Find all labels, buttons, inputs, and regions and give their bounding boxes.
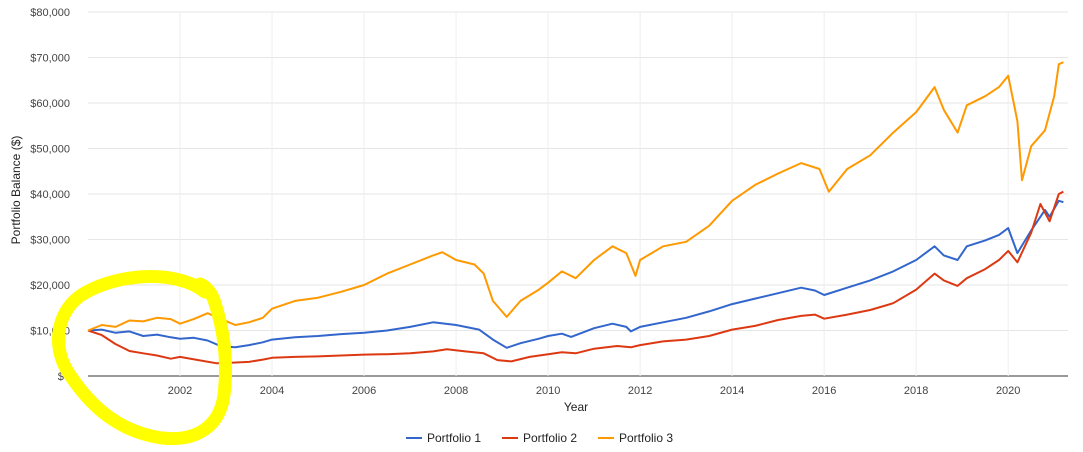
yellow-highlight-circle bbox=[52, 270, 232, 446]
y-tick-label: $40,000 bbox=[30, 189, 70, 201]
x-tick-label: 2014 bbox=[720, 385, 744, 397]
y-tick-label: $20,000 bbox=[30, 280, 70, 292]
y-tick-label: $60,000 bbox=[30, 98, 70, 110]
y-tick-label: $80,000 bbox=[30, 7, 70, 19]
legend-item-portfolio-2[interactable]: Portfolio 2 bbox=[502, 431, 577, 445]
y-axis-title: Portfolio Balance ($) bbox=[9, 136, 23, 245]
y-tick-label: $30,000 bbox=[30, 235, 70, 247]
gridlines bbox=[88, 11, 1068, 377]
legend-label: Portfolio 3 bbox=[619, 431, 673, 445]
x-tick-label: 2002 bbox=[168, 385, 192, 397]
x-tick-label: 2016 bbox=[812, 385, 836, 397]
x-tick-label: 2012 bbox=[628, 385, 652, 397]
legend-label: Portfolio 1 bbox=[427, 431, 481, 445]
x-axis-ticks: 2002 2004 2006 2008 2010 2012 2014 2016 2018 2020 bbox=[168, 385, 1021, 397]
y-tick-label: $70,000 bbox=[30, 53, 70, 65]
y-tick-label: $50,000 bbox=[30, 144, 70, 156]
x-tick-label: 2008 bbox=[444, 385, 468, 397]
x-tick-label: 2004 bbox=[260, 385, 284, 397]
legend: Portfolio 1 Portfolio 2 Portfolio 3 bbox=[406, 431, 673, 445]
series-lines bbox=[87, 61, 1064, 365]
x-tick-label: 2010 bbox=[536, 385, 560, 397]
legend-label: Portfolio 2 bbox=[523, 431, 577, 445]
legend-item-portfolio-1[interactable]: Portfolio 1 bbox=[406, 431, 481, 445]
x-axis-title: Year bbox=[564, 400, 588, 414]
x-tick-label: 2018 bbox=[904, 385, 928, 397]
legend-item-portfolio-3[interactable]: Portfolio 3 bbox=[598, 431, 673, 445]
x-tick-label: 2006 bbox=[352, 385, 376, 397]
series-line-portfolio-1 bbox=[87, 199, 1064, 349]
series-line-portfolio-3 bbox=[87, 61, 1064, 332]
x-tick-label: 2020 bbox=[996, 385, 1020, 397]
